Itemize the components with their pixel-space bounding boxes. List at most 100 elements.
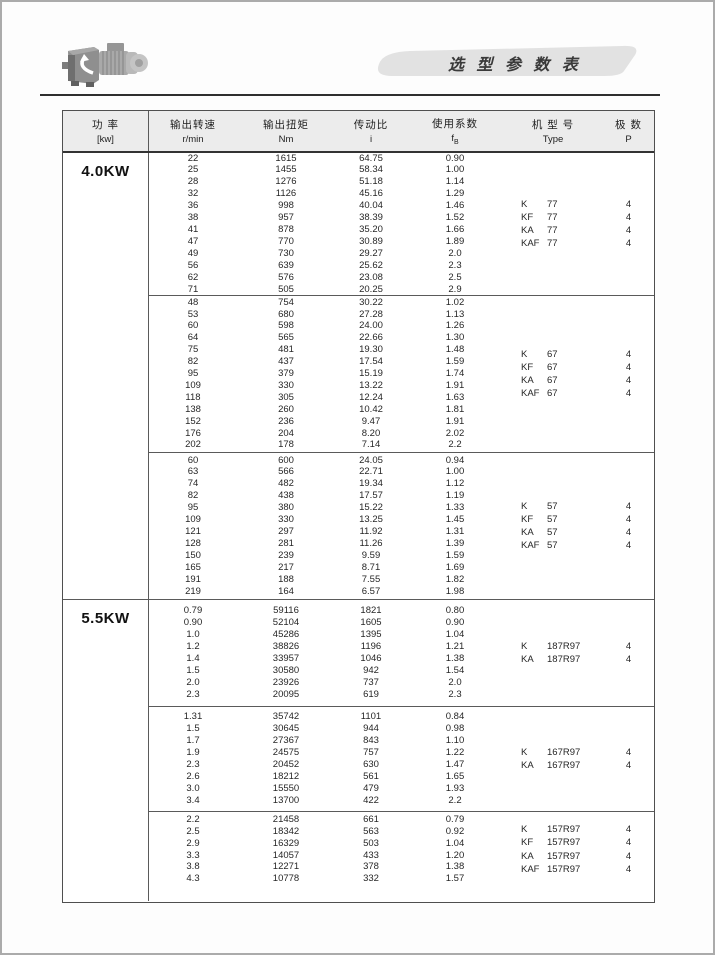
type-prefix: KA [521,760,534,771]
poles-value: 4 [625,746,632,758]
type-row: K 67 4 [503,348,654,361]
speed-value: 32 [187,188,199,200]
speed-value: 2.3 [186,759,200,770]
type-row: KF 77 4 [503,211,654,224]
ratio-value: 422 [363,794,379,806]
speed-value: 1.5 [186,664,200,676]
ratio-value: 17.54 [359,356,383,368]
factor-value: 0.90 [445,617,465,629]
speed-value: 109 [185,379,201,391]
ratio-value: 433 [363,849,379,861]
type-prefix: KA [521,225,534,236]
ratio-value: 1046 [360,653,382,664]
header-ratio: 传动比 i [353,119,389,145]
factor-value: 1.91 [445,415,465,427]
ratio-column: 30.22 27.28 24.00 22.66 19.30 17.54 15.19 13.22… [335,296,407,452]
data-block: 1.31 1.5 1.7 1.9 2.3 2.6 3.0 3.4 35742 30645 27367… [149,706,654,811]
poles-value: 4 [625,824,632,836]
poles-value: 4 [625,850,632,862]
torque-value: 481 [278,344,294,356]
torque-value: 24575 [272,747,300,759]
torque-value: 15550 [272,782,300,794]
factor-value: 0.90 [445,153,465,164]
torque-value: 1276 [275,176,297,188]
speed-value: 2.3 [186,688,200,700]
ratio-value: 30.89 [359,235,383,247]
speed-value: 0.90 [183,617,203,629]
speed-value: 1.2 [186,641,200,653]
torque-value: 505 [278,283,294,295]
factor-value: 1.04 [445,837,465,849]
speed-value: 1.7 [186,735,200,747]
factor-value: 1.82 [445,573,465,585]
type-label: KA 67 [503,374,603,387]
speed-value: 82 [187,356,199,368]
factor-value: 2.02 [445,427,465,439]
speed-value: 152 [185,415,201,427]
torque-value: 13700 [272,794,300,806]
speed-value: 1.31 [183,711,203,723]
factor-value: 1.74 [445,368,465,380]
type-label: K 57 [503,500,603,513]
ratio-value: 19.34 [359,478,383,490]
ratio-value: 6.57 [361,585,381,597]
ratio-value: 22.71 [359,466,383,478]
type-label: KA 157R97 [503,850,603,863]
speed-value: 36 [187,200,199,212]
torque-value: 566 [278,466,294,478]
torque-column: 21458 18342 16329 14057 12271 10778 [237,812,335,887]
torque-value: 236 [278,415,294,427]
type-row: KAF 157R97 4 [503,863,654,876]
torque-value: 957 [278,212,294,224]
type-prefix: KAF [521,863,540,875]
factor-value: 1.31 [445,526,465,537]
ratio-value: 22.66 [359,332,383,344]
ratio-value: 7.14 [361,439,381,451]
speed-value: 2.9 [186,837,200,849]
type-label: K 77 [503,198,603,211]
type-model: 187R97 [547,640,581,652]
speed-value: 49 [187,247,199,259]
type-prefix: KA [521,654,534,665]
torque-value: 14057 [272,849,300,861]
factor-value: 1.52 [445,212,465,224]
speed-value: 2.0 [186,676,200,688]
speed-value: 202 [185,439,201,451]
ratio-value: 38.39 [359,212,383,224]
title-banner: 选 型 参 数 表 [372,45,644,79]
factor-value: 1.45 [445,514,465,526]
type-prefix: KA [521,527,534,538]
poles-value: 4 [625,238,632,250]
table-body: 4.0KW 22 25 28 32 36 38 41 47 49 56 62 71 1615 1455 12… [63,153,654,902]
speed-value: 3.4 [186,794,200,806]
type-row: K 187R97 4 [503,640,654,653]
data-block: 0.79 0.90 1.0 1.2 1.4 1.5 2.0 2.3 59116 52104 4528… [149,600,654,706]
torque-value: 23926 [272,676,300,688]
torque-value: 998 [278,200,294,212]
factor-value: 2.3 [448,688,462,700]
data-block: 22 25 28 32 36 38 41 47 49 56 62 71 1615 1455 1276 1126… [149,153,654,295]
factor-value: 0.79 [445,813,465,825]
torque-value: 30645 [272,723,300,735]
ratio-value: 13.25 [359,514,383,526]
speed-value: 3.0 [186,782,200,794]
torque-value: 1126 [275,188,297,200]
type-label: K 187R97 [503,640,603,653]
type-row: KA 157R97 4 [503,850,654,863]
factor-value: 1.54 [445,664,465,676]
ratio-value: 843 [363,735,379,747]
torque-value: 680 [278,308,294,320]
ratio-value: 24.05 [359,454,383,466]
ratio-value: 9.47 [361,415,381,427]
speed-value: 219 [185,585,201,597]
factor-column: 0.90 1.00 1.14 1.29 1.46 1.52 1.66 1.89 2.0 2.3 2.… [407,153,503,295]
factor-value: 1.00 [445,164,465,176]
type-model: 77 [547,198,558,210]
ratio-value: 503 [363,837,379,849]
factor-value: 1.19 [445,490,465,502]
type-row: KAF 77 4 [503,237,654,250]
ratio-value: 12.24 [359,391,383,403]
torque-value: 52104 [272,617,300,629]
speed-value: 60 [187,320,199,332]
speed-value: 75 [187,344,199,356]
